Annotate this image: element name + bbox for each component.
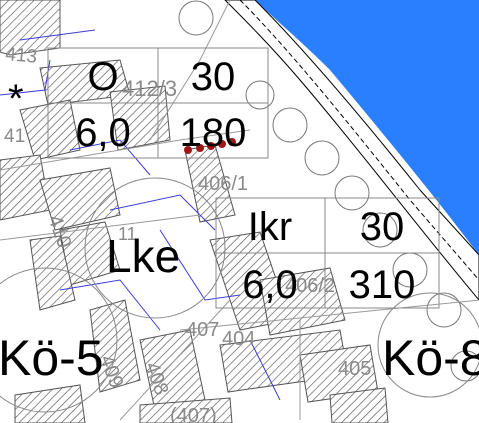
parcel-number: 11 — [118, 224, 137, 244]
zone-circles — [0, 177, 479, 413]
zone-label-lke: Lke — [106, 230, 180, 282]
block-2-height: 310 — [349, 263, 416, 307]
parcel-number: 406/1 — [198, 173, 248, 195]
parcel-number: 406/2 — [285, 275, 335, 297]
parcel-number: 413 — [5, 44, 38, 68]
block-1-efficiency: 6,0 — [75, 111, 131, 155]
parcel-number: 404 — [222, 328, 255, 350]
block-1-use: O — [87, 55, 118, 99]
block-2-efficiency: 6,0 — [242, 263, 298, 307]
parcel-number: (407) — [170, 405, 217, 423]
parcel-numbers: 413 412/3 41 406/1 410 11 406/2 407 404 … — [4, 44, 371, 423]
zone-label-ko8: Kö-8 — [382, 330, 479, 386]
parcel-number: 405 — [338, 358, 371, 380]
shore-road — [224, 0, 479, 301]
block-table-1 — [47, 47, 269, 159]
block-table-2 — [215, 197, 440, 309]
block-2-labels: Ikr 30 6,0 310 — [242, 205, 415, 307]
red-markers — [184, 138, 236, 154]
street-trees — [178, 0, 479, 382]
block-2-use: Ikr — [248, 205, 292, 249]
block-2-number: 30 — [360, 205, 405, 249]
block-1-labels: O 30 6,0 180 — [75, 55, 246, 155]
water-area — [255, 0, 479, 255]
block-1-height: 180 — [180, 111, 247, 155]
shore-line-dashed — [239, 0, 479, 281]
parcel-number: 41 — [4, 126, 25, 147]
zone-label-asterisk: * — [8, 77, 24, 121]
zone-label-ko5: Kö-5 — [0, 330, 104, 386]
parcel-number: 407 — [186, 319, 219, 341]
parcel-number: 412/3 — [122, 76, 177, 101]
buildings — [0, 0, 389, 423]
block-1-number: 30 — [191, 55, 236, 99]
